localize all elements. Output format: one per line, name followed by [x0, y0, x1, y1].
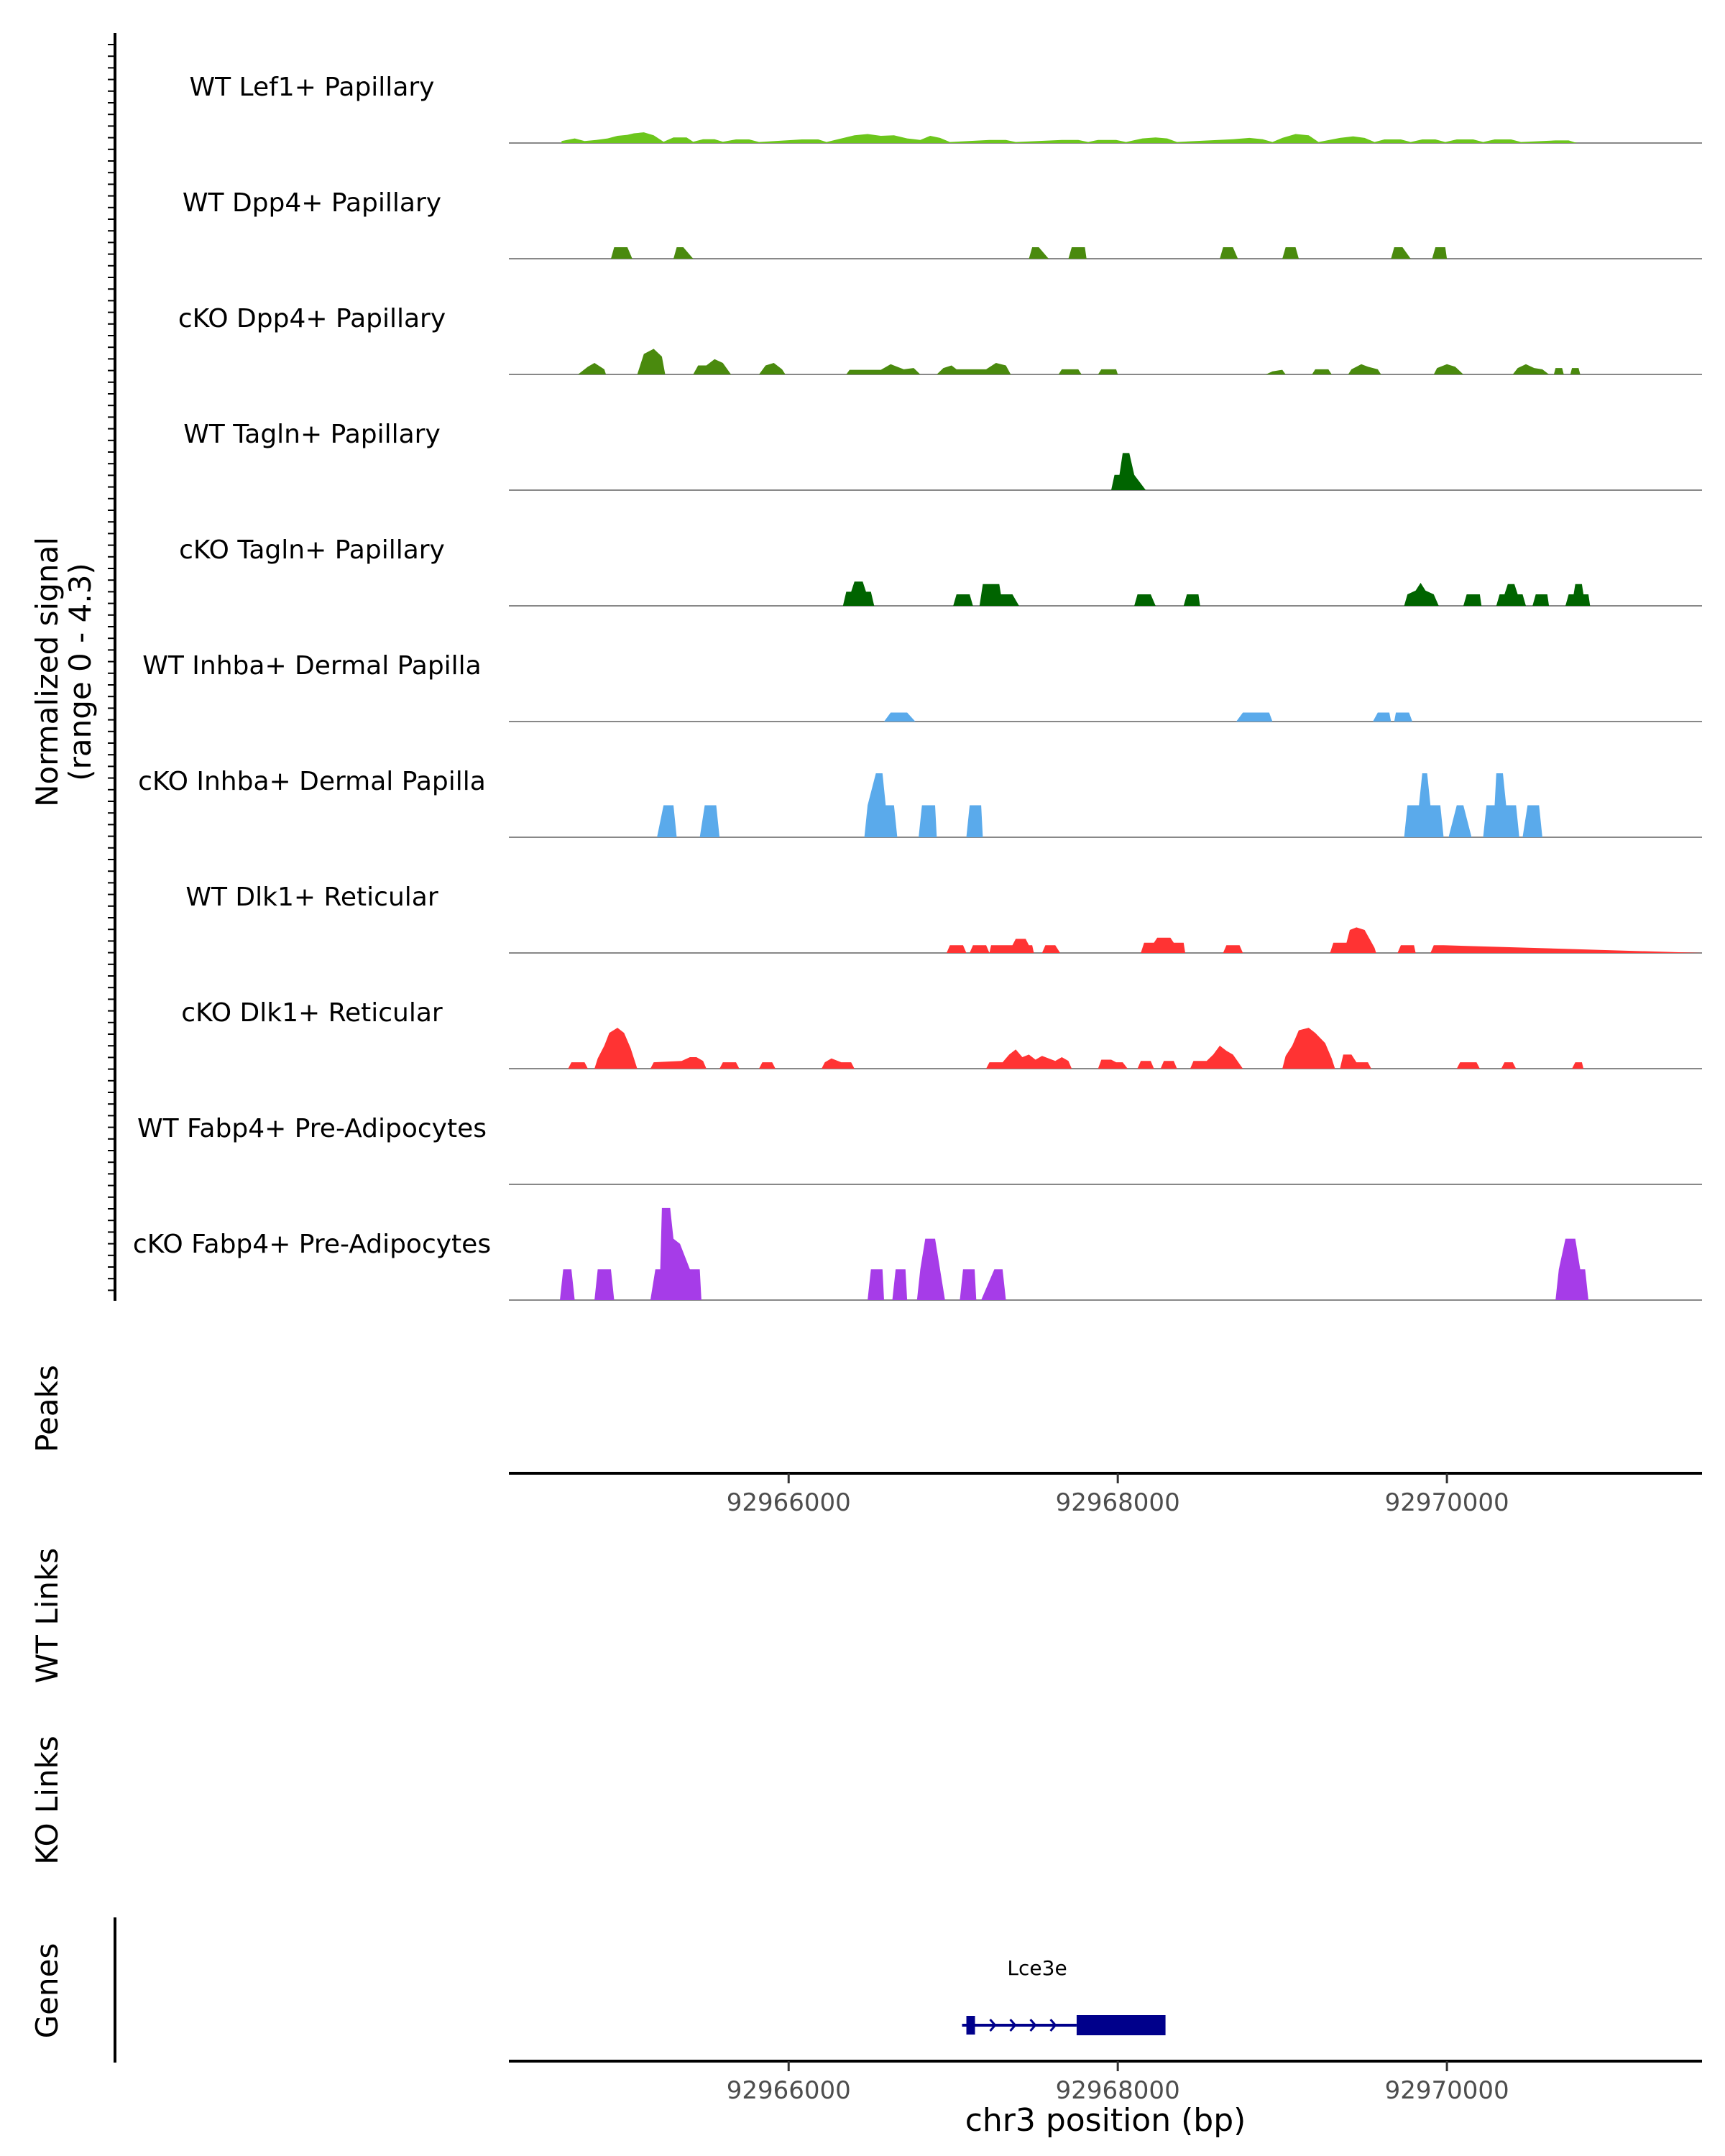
track-3: WT Tagln+ Papillary: [183, 420, 1702, 491]
strand-arrow: [1009, 2019, 1017, 2032]
gene-name-label: Lce3e: [1007, 1956, 1067, 1980]
gene-cds-block: [1076, 2015, 1166, 2035]
x-tick-label: 92966000: [727, 2076, 851, 2105]
x-tick-label: 92968000: [1056, 2076, 1180, 2105]
track-0: WT Lef1+ Papillary: [190, 73, 1702, 144]
coverage-area: [578, 349, 1581, 374]
track-1: WT Dpp4+ Papillary: [183, 188, 1702, 259]
track-9: WT Fabp4+ Pre-Adipocytes: [137, 1114, 1702, 1185]
track-label: WT Lef1+ Papillary: [190, 73, 435, 102]
track-label: WT Dlk1+ Reticular: [185, 883, 438, 912]
track-2: cKO Dpp4+ Papillary: [178, 304, 1702, 375]
x-tick-label: 92970000: [1385, 1488, 1509, 1517]
track-7: WT Dlk1+ Reticular: [185, 883, 1702, 954]
genes-x-axis-ticks: 92966000 92968000 92970000: [727, 2061, 1509, 2105]
coverage-area: [842, 581, 1591, 606]
gene-utr-block: [966, 2016, 975, 2035]
coverage-area: [884, 712, 1412, 722]
coverage-area: [947, 927, 1702, 953]
track-5: WT Inhba+ Dermal Papilla: [142, 651, 1702, 722]
coverage-area: [611, 247, 1448, 259]
strand-arrow: [989, 2019, 997, 2032]
coverage-area: [560, 1207, 1588, 1300]
coverage-area: [568, 1028, 1584, 1069]
track-8: cKO Dlk1+ Reticular: [181, 998, 1702, 1069]
coverage-area: [657, 773, 1542, 837]
x-tick-label: 92966000: [727, 1488, 851, 1517]
x-tick-label: 92970000: [1385, 2076, 1509, 2105]
x-tick-label: 92968000: [1056, 1488, 1180, 1517]
ko-links-label: KO Links: [29, 1736, 65, 1865]
track-label: cKO Dlk1+ Reticular: [181, 998, 443, 1028]
gene-model: Lce3e: [962, 1956, 1166, 2035]
strand-arrow: [1029, 2019, 1037, 2032]
wt-links-label: WT Links: [29, 1548, 65, 1683]
track-label: cKO Fabp4+ Pre-Adipocytes: [133, 1230, 491, 1259]
track-label: cKO Inhba+ Dermal Papilla: [138, 767, 486, 796]
track-label: WT Inhba+ Dermal Papilla: [142, 651, 481, 681]
links-panels: WT Links KO Links: [29, 1548, 65, 1865]
peaks-x-axis-ticks: 92966000 92968000 92970000: [727, 1473, 1509, 1517]
track-4: cKO Tagln+ Papillary: [179, 535, 1702, 607]
track-label: WT Tagln+ Papillary: [183, 420, 441, 449]
track-6: cKO Inhba+ Dermal Papilla: [138, 767, 1702, 838]
peaks-label: Peaks: [29, 1365, 65, 1452]
track-label: WT Dpp4+ Papillary: [183, 188, 441, 218]
track-10: cKO Fabp4+ Pre-Adipocytes: [133, 1207, 1702, 1301]
genes-label: Genes: [29, 1943, 65, 2039]
coverage-tracks: WT Lef1+ Papillary WT Dpp4+ Papillary cKO …: [133, 73, 1702, 1301]
coverage-area: [1111, 453, 1146, 490]
peaks-panel: Peaks 92966000 92968000 92970000: [29, 1365, 1702, 1517]
signal-axis-ticks: [108, 44, 115, 1291]
track-label: cKO Tagln+ Papillary: [179, 535, 445, 565]
track-label: WT Fabp4+ Pre-Adipocytes: [137, 1114, 487, 1143]
genes-panel: Genes Lce3e 92966000 92968000 92970000 chr…: [29, 1917, 1702, 2139]
x-axis-label: chr3 position (bp): [965, 2102, 1246, 2139]
signal-axis-range: (range 0 - 4.3): [63, 563, 98, 781]
coverage-area: [561, 132, 1577, 143]
signal-y-axis: Normalized signal (range 0 - 4.3): [29, 33, 116, 1301]
track-label: cKO Dpp4+ Papillary: [178, 304, 446, 333]
signal-axis-label: Normalized signal: [29, 537, 65, 807]
strand-arrow: [1049, 2019, 1057, 2032]
